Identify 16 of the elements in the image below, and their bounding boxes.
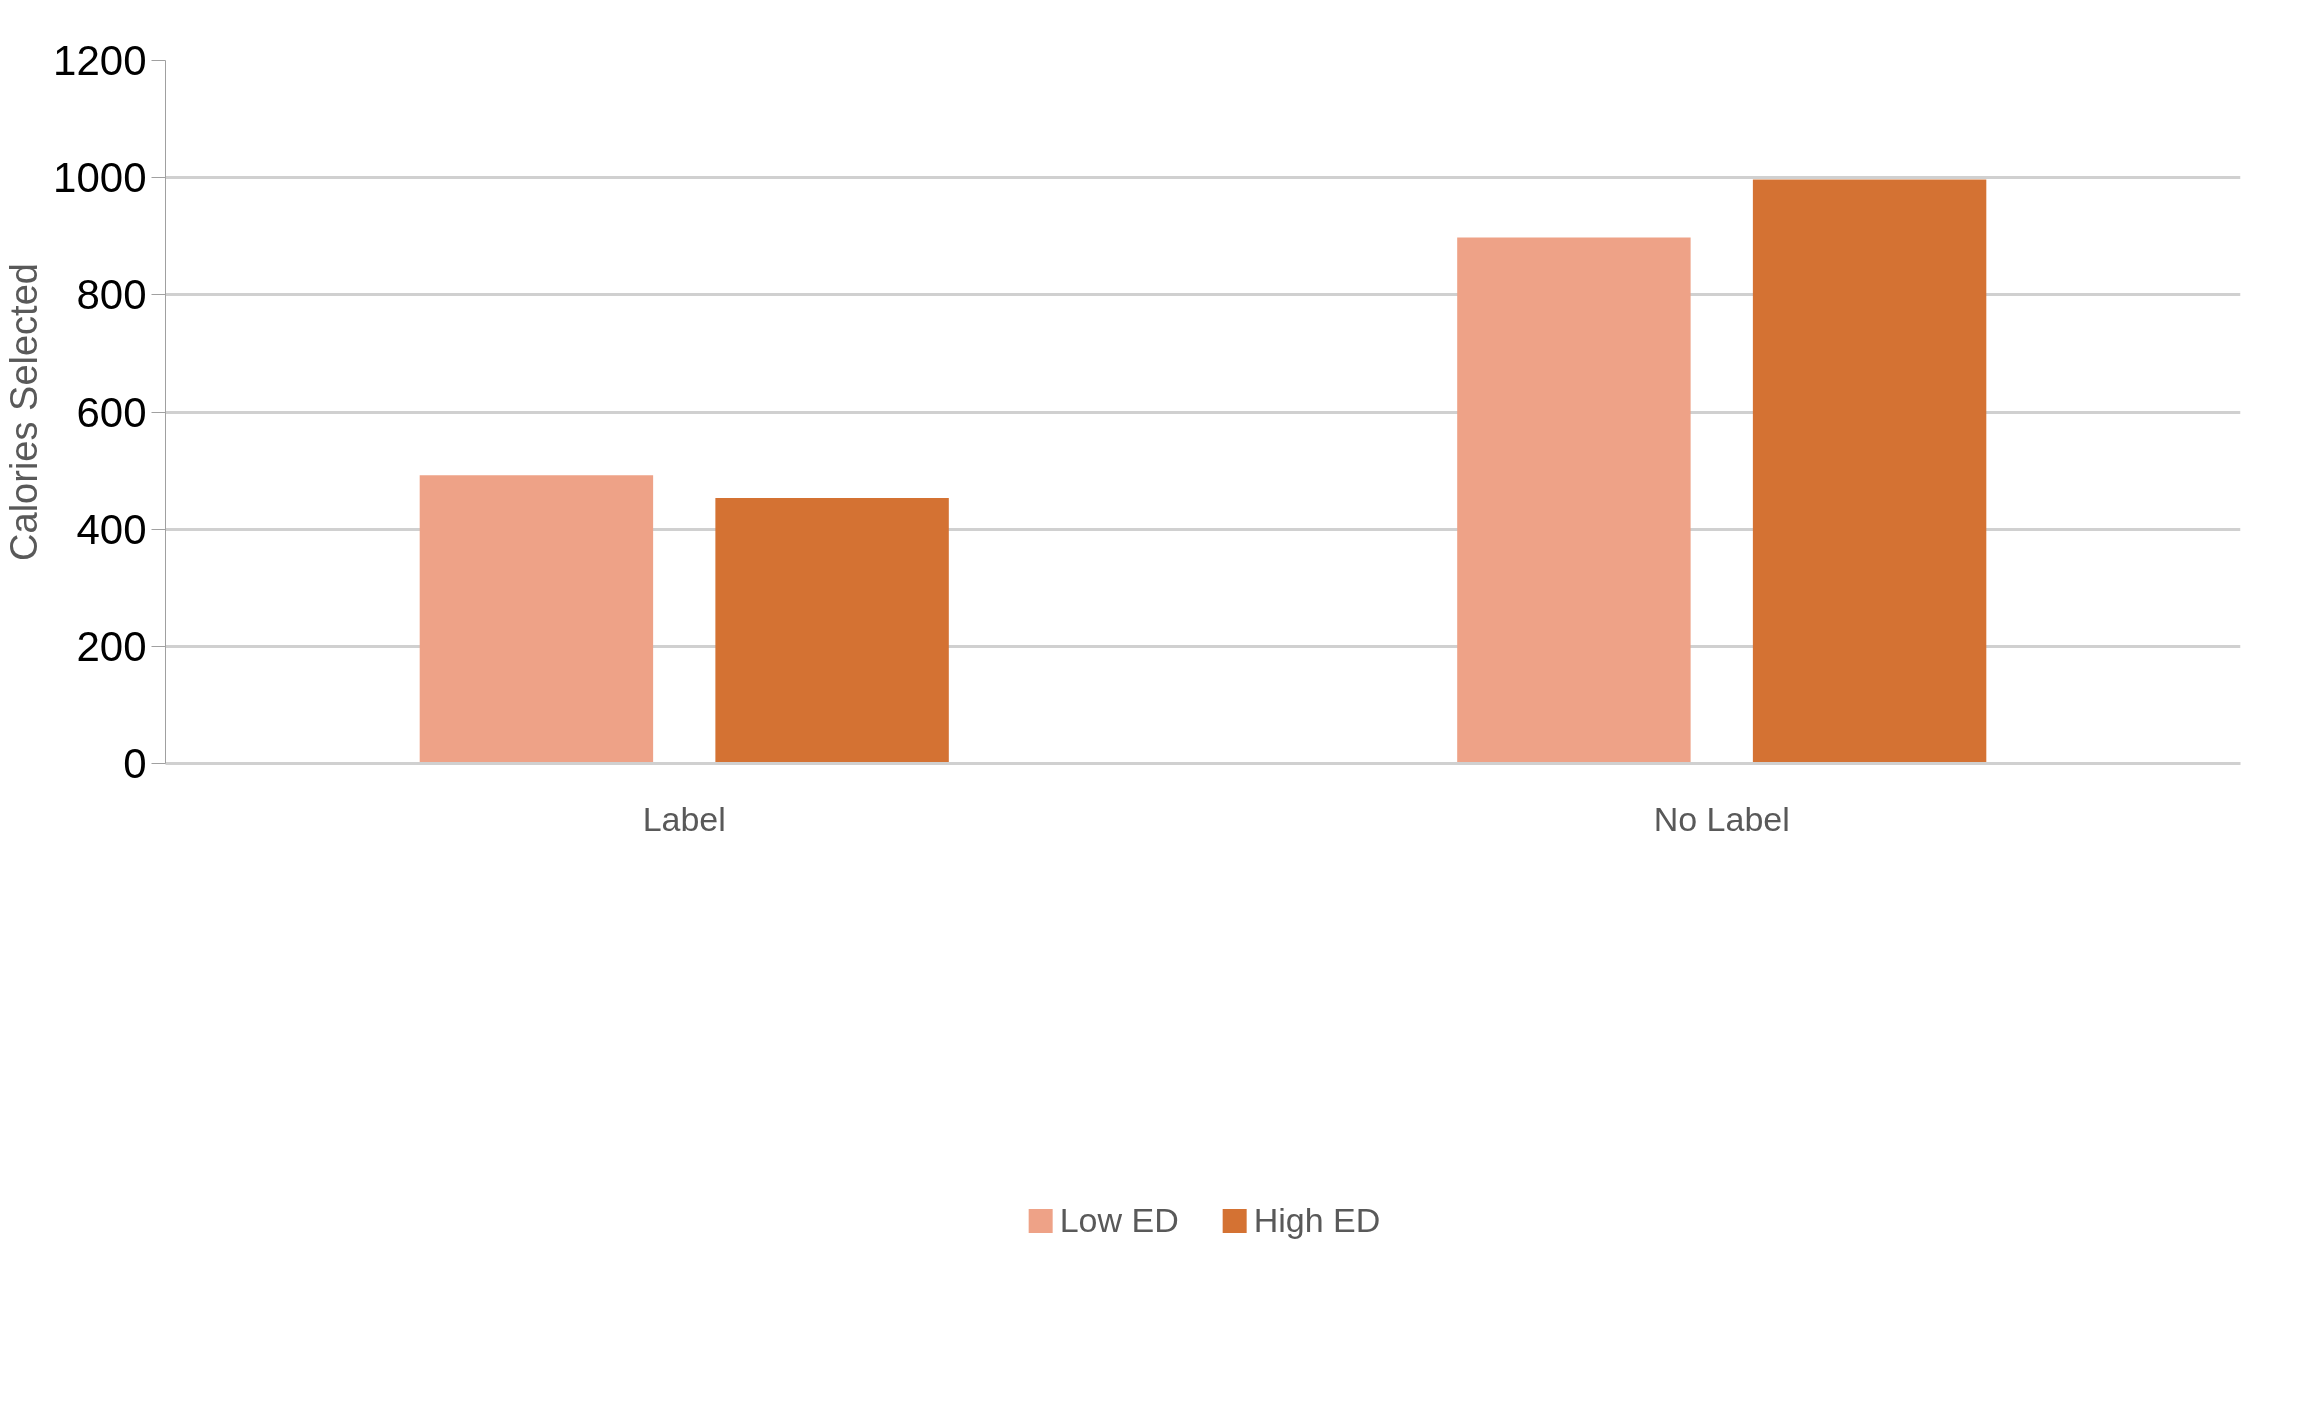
x-tick-label: No Label [1653, 799, 1790, 838]
y-tick-label: 800 [76, 271, 147, 319]
y-tick-label: 600 [76, 388, 147, 436]
y-tick-label: 1000 [53, 154, 147, 202]
y-tick-label: 0 [123, 740, 147, 787]
y-axis-title: Calories Selected [3, 263, 46, 561]
bar [1457, 237, 1691, 764]
bar [715, 498, 949, 764]
x-tick-label: Label [642, 799, 726, 838]
y-tick-label: 200 [76, 622, 147, 670]
legend-label: Low ED [1059, 1200, 1179, 1240]
bar [419, 475, 654, 764]
y-tick-label: 1200 [53, 37, 147, 84]
bar [1752, 179, 1987, 764]
legend-label: High ED [1253, 1200, 1381, 1240]
y-tick-label: 400 [76, 505, 147, 553]
